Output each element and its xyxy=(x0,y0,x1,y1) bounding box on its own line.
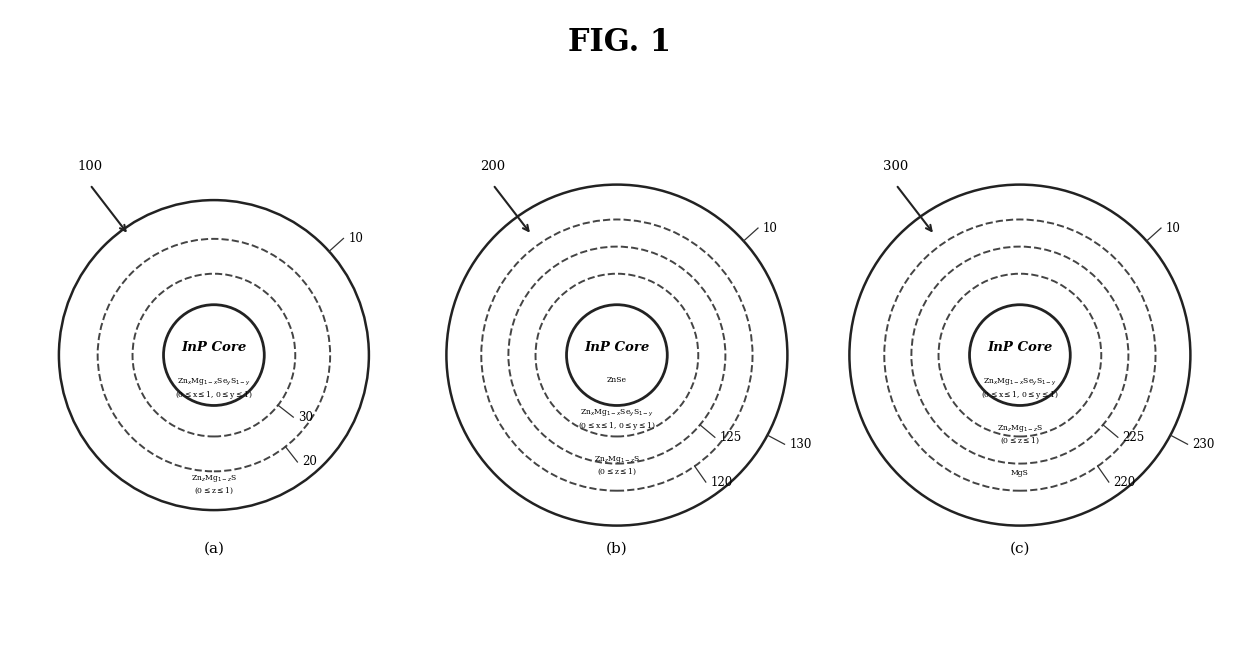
Text: InP Core: InP Core xyxy=(181,341,247,354)
Text: Zn$_z$Mg$_{1-z}$S
(0$\leq$z$\leq$1): Zn$_z$Mg$_{1-z}$S (0$\leq$z$\leq$1) xyxy=(594,454,640,476)
Text: InP Core: InP Core xyxy=(987,341,1053,354)
Text: 300: 300 xyxy=(883,160,909,173)
Text: FIG. 1: FIG. 1 xyxy=(568,27,672,58)
Text: 130: 130 xyxy=(789,438,811,451)
Text: Zn$_x$Mg$_{1-x}$Se$_y$S$_{1-y}$
(0$\leq$x$\leq$1, 0$\leq$y$\leq$1): Zn$_x$Mg$_{1-x}$Se$_y$S$_{1-y}$ (0$\leq$… xyxy=(981,377,1059,401)
Text: 30: 30 xyxy=(298,411,312,423)
Text: 125: 125 xyxy=(719,431,742,444)
Text: (c): (c) xyxy=(1009,542,1030,556)
Text: Zn$_x$Mg$_{1-x}$Se$_y$S$_{1-y}$
(0$\leq$x$\leq$1, 0$\leq$y$\leq$1): Zn$_x$Mg$_{1-x}$Se$_y$S$_{1-y}$ (0$\leq$… xyxy=(578,407,656,432)
Text: 10: 10 xyxy=(348,232,363,245)
Text: Zn$_z$Mg$_{1-z}$S
(0$\leq$z$\leq$1): Zn$_z$Mg$_{1-z}$S (0$\leq$z$\leq$1) xyxy=(191,473,237,496)
Text: 200: 200 xyxy=(480,160,506,173)
Text: 220: 220 xyxy=(1114,476,1136,488)
Text: Zn$_z$Mg$_{1-z}$S
(0$\leq$z$\leq$1): Zn$_z$Mg$_{1-z}$S (0$\leq$z$\leq$1) xyxy=(997,423,1043,446)
Text: (a): (a) xyxy=(203,542,224,556)
Text: MgS: MgS xyxy=(1011,470,1029,478)
Text: 20: 20 xyxy=(303,456,317,468)
Circle shape xyxy=(970,305,1070,405)
Text: InP Core: InP Core xyxy=(584,341,650,354)
Circle shape xyxy=(567,305,667,405)
Text: 230: 230 xyxy=(1192,438,1214,451)
Text: ZnSe: ZnSe xyxy=(606,377,627,385)
Text: 225: 225 xyxy=(1122,431,1145,444)
Text: 100: 100 xyxy=(77,160,103,173)
Text: 120: 120 xyxy=(711,476,733,488)
Text: Zn$_x$Mg$_{1-x}$Se$_y$S$_{1-y}$
(0$\leq$x$\leq$1, 0$\leq$y$\leq$1): Zn$_x$Mg$_{1-x}$Se$_y$S$_{1-y}$ (0$\leq$… xyxy=(175,377,253,401)
Circle shape xyxy=(164,305,264,405)
Text: (b): (b) xyxy=(606,542,627,556)
Text: 10: 10 xyxy=(763,222,777,234)
Text: 10: 10 xyxy=(1166,222,1180,234)
